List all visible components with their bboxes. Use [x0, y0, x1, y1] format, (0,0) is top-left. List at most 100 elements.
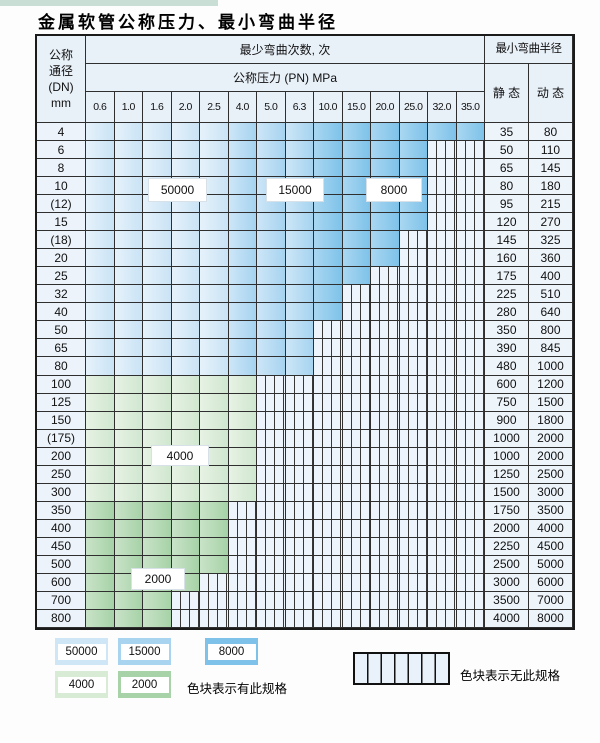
cell-no-spec	[399, 483, 428, 502]
cell-spec-available	[228, 303, 257, 322]
dn-cell: 250	[37, 465, 86, 484]
cell-no-spec	[428, 429, 457, 448]
dynamic-radius-cell: 510	[529, 285, 573, 304]
static-radius-cell: 65	[485, 159, 529, 178]
cell-no-spec	[428, 267, 457, 286]
cell-spec-available	[228, 357, 257, 376]
cell-spec-available	[114, 375, 143, 394]
legend-has-spec-text: 色块表示有此规格	[187, 682, 288, 696]
cell-spec-available	[114, 357, 143, 376]
dn-cell: 6	[37, 141, 86, 160]
cell-no-spec	[456, 393, 485, 412]
cell-no-spec	[456, 537, 485, 556]
cell-spec-available	[171, 501, 200, 520]
cell-spec-available	[171, 231, 200, 250]
cell-no-spec	[428, 465, 457, 484]
cell-no-spec	[314, 519, 343, 538]
dn-cell: 100	[37, 375, 86, 394]
cell-no-spec	[456, 411, 485, 430]
cell-spec-available	[143, 339, 172, 358]
cell-no-spec	[399, 537, 428, 556]
dynamic-radius-cell: 80	[529, 123, 573, 142]
cell-no-spec	[428, 321, 457, 340]
cell-spec-available	[143, 267, 172, 286]
cell-no-spec	[428, 555, 457, 574]
cell-no-spec	[456, 249, 485, 268]
cell-no-spec	[456, 501, 485, 520]
cell-no-spec	[257, 555, 286, 574]
cell-no-spec	[456, 519, 485, 538]
cell-no-spec	[399, 285, 428, 304]
cell-spec-available	[200, 393, 229, 412]
cell-no-spec	[371, 609, 400, 628]
static-radius-cell: 175	[485, 267, 529, 286]
dn-header-line: 通径	[48, 64, 73, 78]
legend-swatch-label: 15000	[120, 643, 169, 660]
cell-no-spec	[257, 447, 286, 466]
cell-spec-available	[399, 159, 428, 178]
cell-spec-available	[285, 141, 314, 160]
legend-swatch-label: 4000	[57, 676, 106, 693]
cell-spec-available	[257, 159, 286, 178]
cell-no-spec	[257, 483, 286, 502]
cell-no-spec	[456, 375, 485, 394]
cell-spec-available	[114, 447, 143, 466]
cell-spec-available	[86, 195, 115, 214]
cell-spec-available	[114, 537, 143, 556]
cell-spec-available	[200, 483, 229, 502]
cell-no-spec	[314, 321, 343, 340]
cell-spec-available	[257, 123, 286, 142]
cell-no-spec	[428, 303, 457, 322]
cell-spec-available	[171, 411, 200, 430]
cell-spec-available	[200, 249, 229, 268]
cell-spec-available	[86, 141, 115, 160]
cell-spec-available	[314, 159, 343, 178]
cell-spec-available	[285, 339, 314, 358]
cell-spec-available	[314, 123, 343, 142]
cell-no-spec	[371, 339, 400, 358]
cell-spec-available	[114, 429, 143, 448]
cell-spec-available	[171, 159, 200, 178]
cell-spec-available	[200, 465, 229, 484]
cell-no-spec	[342, 375, 371, 394]
dn-cell: 300	[37, 483, 86, 502]
cell-no-spec	[399, 519, 428, 538]
cell-spec-available	[114, 231, 143, 250]
dn-cell: 150	[37, 411, 86, 430]
static-radius-cell: 160	[485, 249, 529, 268]
static-radius-cell: 350	[485, 321, 529, 340]
cell-spec-available	[200, 429, 229, 448]
cell-no-spec	[342, 447, 371, 466]
cell-no-spec	[371, 267, 400, 286]
dn-cell: 80	[37, 357, 86, 376]
dn-cell: 450	[37, 537, 86, 556]
cell-spec-available	[399, 213, 428, 232]
cell-spec-available	[200, 375, 229, 394]
cell-spec-available	[200, 213, 229, 232]
cell-no-spec	[399, 249, 428, 268]
pressure-column-header: 20.0	[371, 92, 400, 123]
cell-no-spec	[257, 591, 286, 610]
cell-spec-available	[257, 339, 286, 358]
cell-no-spec	[371, 519, 400, 538]
cell-spec-available	[200, 555, 229, 574]
cell-spec-available	[342, 267, 371, 286]
dynamic-radius-cell: 3500	[529, 501, 573, 520]
cell-no-spec	[257, 573, 286, 592]
cell-spec-available	[86, 303, 115, 322]
cell-no-spec	[257, 501, 286, 520]
cell-no-spec	[228, 501, 257, 520]
cell-no-spec	[228, 573, 257, 592]
dn-cell: (175)	[37, 429, 86, 448]
cell-no-spec	[399, 465, 428, 484]
cell-spec-available	[114, 519, 143, 538]
cell-no-spec	[285, 519, 314, 538]
cell-no-spec	[399, 447, 428, 466]
cell-spec-available	[228, 285, 257, 304]
cell-spec-available	[285, 123, 314, 142]
dynamic-radius-cell: 325	[529, 231, 573, 250]
cell-no-spec	[285, 483, 314, 502]
cell-no-spec	[399, 411, 428, 430]
cell-no-spec	[314, 465, 343, 484]
static-radius-cell: 390	[485, 339, 529, 358]
